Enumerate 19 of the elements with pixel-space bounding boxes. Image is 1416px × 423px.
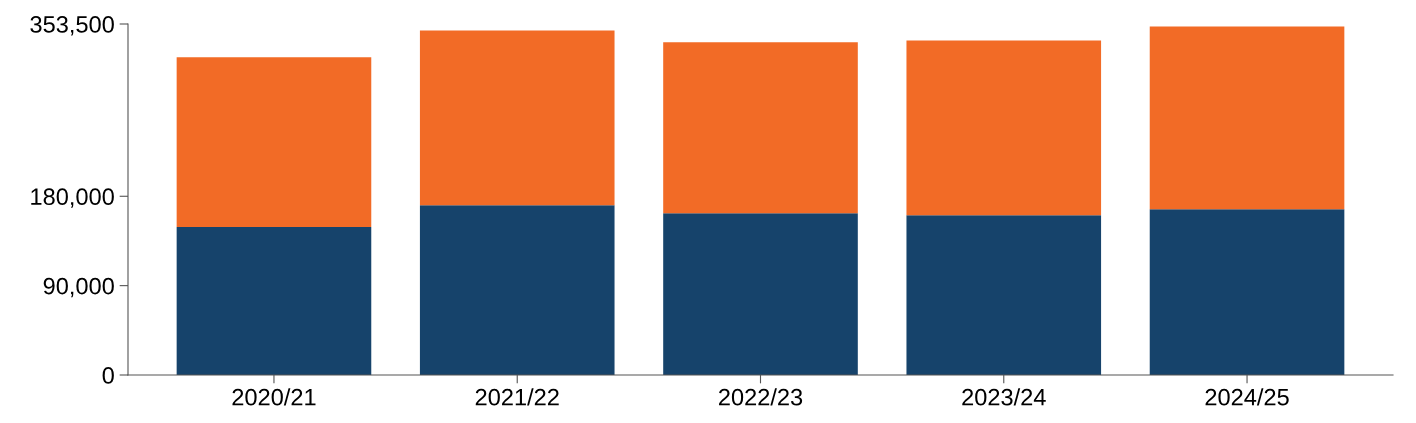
bar [663, 213, 858, 375]
x-tick-label: 2022/23 [719, 388, 803, 406]
bar [1149, 209, 1345, 375]
x-tick-label: 2023/24 [962, 388, 1046, 406]
y-tick-label: 353,500 [30, 16, 114, 36]
bar [176, 57, 372, 228]
y-tick-label: 90,000 [43, 277, 114, 298]
x-tick-label: 2020/21 [232, 388, 316, 406]
bar [906, 40, 1102, 216]
bar [176, 227, 372, 375]
x-tick-label: 2021/22 [475, 388, 559, 406]
bar [906, 215, 1102, 375]
bar [1149, 26, 1345, 210]
y-tick-label: 180,000 [31, 188, 114, 208]
bar [419, 30, 615, 206]
y-tick-label: 0 [102, 367, 114, 384]
bar [419, 205, 615, 375]
x-tick-label: 2024/25 [1205, 388, 1289, 406]
bar [663, 42, 858, 214]
